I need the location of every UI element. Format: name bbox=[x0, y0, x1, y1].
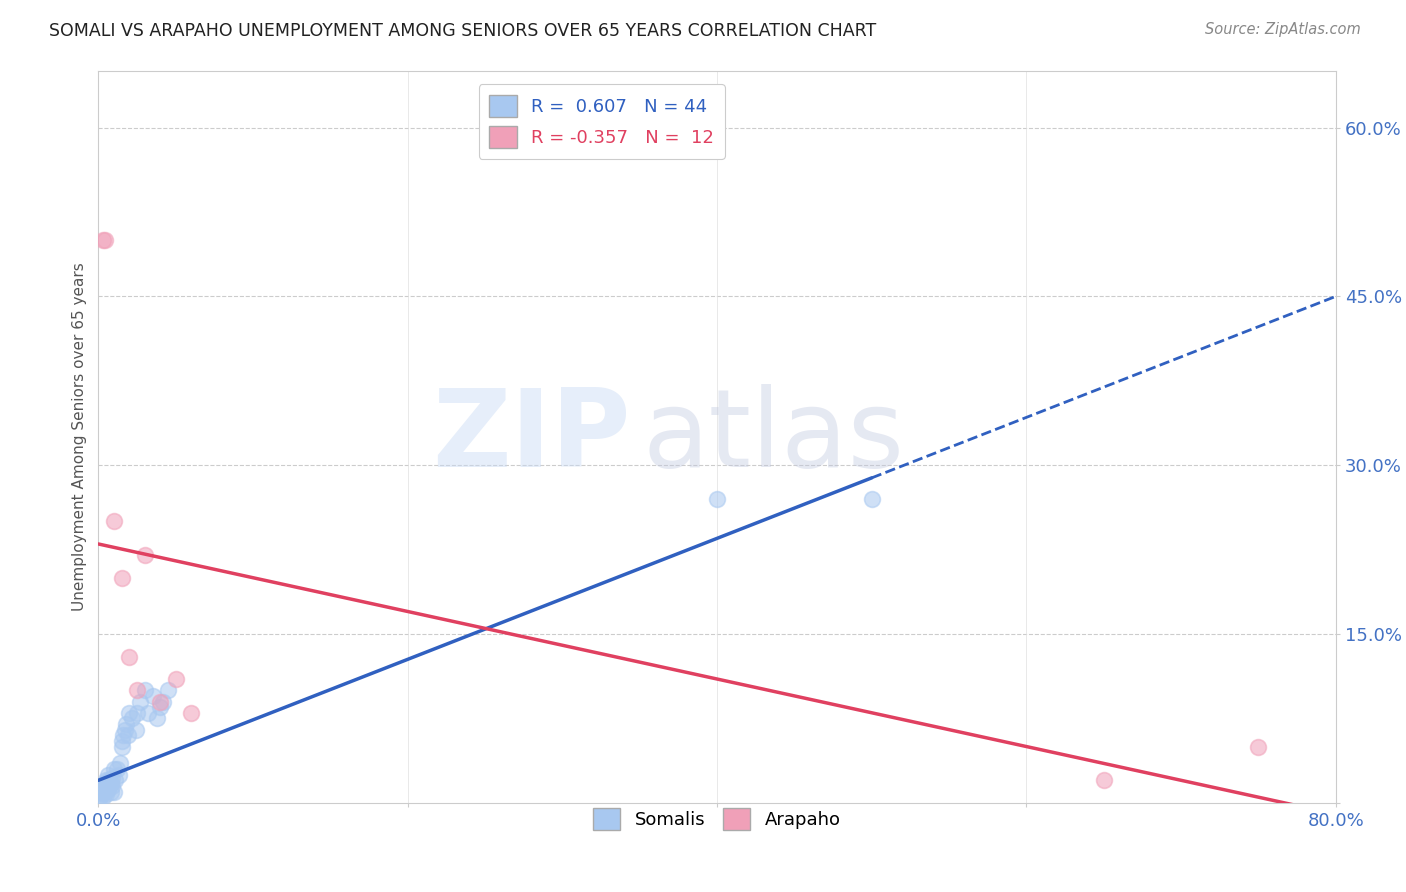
Point bbox=[121, 711, 143, 725]
Point bbox=[149, 700, 172, 714]
Point bbox=[124, 723, 146, 737]
Point bbox=[103, 784, 125, 798]
Point bbox=[98, 773, 121, 788]
Point bbox=[98, 779, 121, 793]
Point bbox=[89, 784, 111, 798]
Point bbox=[134, 548, 156, 562]
Point bbox=[97, 782, 120, 797]
Point bbox=[111, 734, 132, 748]
Point bbox=[146, 711, 169, 725]
Point bbox=[118, 706, 141, 720]
Text: atlas: atlas bbox=[643, 384, 905, 490]
Point bbox=[90, 787, 112, 801]
Point bbox=[96, 787, 118, 801]
Point bbox=[97, 767, 120, 781]
Point bbox=[149, 694, 172, 708]
Point bbox=[706, 491, 728, 506]
Point bbox=[103, 515, 125, 529]
Point bbox=[91, 233, 114, 247]
Point bbox=[115, 717, 138, 731]
Point bbox=[860, 491, 883, 506]
Point bbox=[89, 790, 111, 805]
Point bbox=[180, 706, 202, 720]
Point bbox=[117, 728, 139, 742]
Point bbox=[93, 233, 115, 247]
Point bbox=[112, 728, 135, 742]
Legend: Somalis, Arapaho: Somalis, Arapaho bbox=[586, 801, 848, 838]
Point bbox=[100, 784, 122, 798]
Point bbox=[127, 683, 149, 698]
Point bbox=[114, 723, 136, 737]
Point bbox=[105, 762, 128, 776]
Point bbox=[101, 779, 124, 793]
Point bbox=[127, 706, 149, 720]
Point bbox=[93, 784, 115, 798]
Text: Source: ZipAtlas.com: Source: ZipAtlas.com bbox=[1205, 22, 1361, 37]
Text: SOMALI VS ARAPAHO UNEMPLOYMENT AMONG SENIORS OVER 65 YEARS CORRELATION CHART: SOMALI VS ARAPAHO UNEMPLOYMENT AMONG SEN… bbox=[49, 22, 876, 40]
Point bbox=[165, 672, 187, 686]
Point bbox=[1092, 773, 1115, 788]
Point bbox=[111, 739, 132, 754]
Point bbox=[136, 706, 159, 720]
Y-axis label: Unemployment Among Seniors over 65 years: Unemployment Among Seniors over 65 years bbox=[72, 263, 87, 611]
Point bbox=[134, 683, 156, 698]
Point bbox=[96, 773, 118, 788]
Point bbox=[103, 762, 125, 776]
Point bbox=[91, 790, 114, 805]
Point bbox=[104, 773, 127, 788]
Text: ZIP: ZIP bbox=[432, 384, 630, 490]
Point bbox=[152, 694, 174, 708]
Point bbox=[1247, 739, 1270, 754]
Point bbox=[107, 767, 129, 781]
Point bbox=[108, 756, 131, 771]
Point bbox=[157, 683, 180, 698]
Point bbox=[111, 571, 132, 585]
Point bbox=[93, 775, 115, 789]
Point bbox=[100, 775, 122, 789]
Point bbox=[91, 782, 114, 797]
Point bbox=[101, 771, 124, 785]
Point bbox=[141, 689, 165, 703]
Point bbox=[90, 779, 112, 793]
Point bbox=[118, 649, 141, 664]
Point bbox=[129, 694, 152, 708]
